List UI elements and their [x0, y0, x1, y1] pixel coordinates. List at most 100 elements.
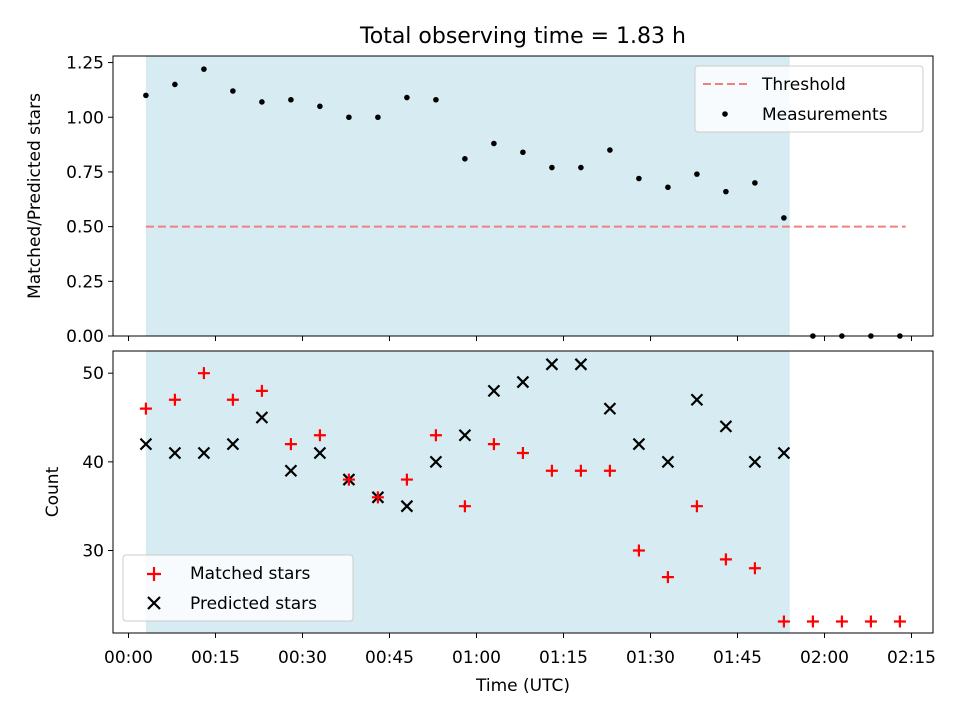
measurement-point: [259, 99, 265, 105]
measurement-point: [317, 103, 323, 110]
matched-star-point: [835, 615, 848, 628]
bottom-x-tick-label: 02:00: [800, 648, 849, 668]
matched-star-point: [429, 429, 442, 442]
bottom-x-tick-label: 01:00: [452, 648, 501, 668]
top-plot-frame: [112, 55, 934, 337]
top-y-axis: 0.00 0.25 0.50 0.75 1.00 1.25: [66, 54, 113, 347]
predicted-star-point: [777, 446, 791, 460]
matched-star-point: [603, 464, 616, 477]
matched-star-point: [487, 438, 500, 451]
bottom-x-tick-label: 01:30: [626, 648, 675, 668]
matched-star-point: [458, 500, 471, 513]
predicted-star-point: [429, 455, 443, 469]
matched-star-point: [545, 464, 558, 477]
bottom-panel: 30 40 50 00:00 00:15 00:30 00:45 01:00 01:15 01:…: [43, 350, 936, 696]
legend-matched-label: Matched stars: [190, 564, 310, 584]
predicted-star-point: [197, 446, 211, 460]
top-y-tick-label: 0.75: [66, 163, 104, 183]
matched-star-point: [864, 615, 877, 628]
measurement-point: [462, 156, 468, 162]
top-legend: Threshold Measurements: [694, 65, 924, 133]
bottom-y-tick-label: 50: [82, 364, 104, 384]
x-axis-label: Time (UTC): [475, 676, 570, 696]
bottom-y-tick-label: 40: [82, 453, 104, 473]
top-y-tick-label: 1.00: [66, 108, 104, 128]
top-panel: 0.00 0.25 0.50 0.75 1.00 1.25 Total observing…: [25, 24, 934, 347]
predicted-star-point: [284, 464, 298, 477]
top-y-tick-label: 0.50: [66, 218, 104, 238]
bottom-y-tick-label: 30: [82, 542, 104, 562]
predicted-star-point: [574, 358, 588, 371]
measurement-point: [781, 215, 787, 221]
predicted-star-point: [748, 455, 762, 469]
bottom-x-tick-label: 00:30: [278, 648, 327, 668]
bottom-x-tick-label: 00:45: [365, 648, 414, 668]
top-y-axis-label: Matched/Predicted stars: [25, 93, 45, 299]
bottom-x-axis: 00:00 00:15 00:30 00:45 01:00 01:15 01:30 01:45…: [104, 633, 936, 668]
measurement-point: [607, 147, 613, 153]
bottom-points-layer: [139, 358, 906, 628]
bottom-y-axis: 30 40 50: [82, 364, 113, 562]
bottom-x-tick-label: 02:15: [887, 648, 936, 668]
measurement-point: [665, 184, 671, 191]
predicted-star-point: [690, 393, 704, 407]
matched-star-point: [371, 491, 384, 504]
matched-star-point: [574, 464, 587, 477]
matched-star-point: [342, 473, 355, 486]
measurement-point: [230, 88, 236, 94]
top-y-tick-label: 1.25: [66, 54, 104, 74]
measurement-point: [288, 96, 294, 103]
matched-star-point: [748, 562, 761, 575]
top-shaded-interval: [145, 56, 790, 336]
measurement-point: [549, 164, 555, 171]
legend-predicted-label: Predicted stars: [190, 594, 317, 614]
matched-star-point: [632, 544, 645, 557]
top-y-tick-label: 0.00: [66, 327, 104, 347]
predicted-star-point: [516, 375, 530, 389]
predicted-star-point: [487, 384, 501, 398]
legend-measurements-label: Measurements: [762, 105, 888, 125]
bottom-plot-frame: [112, 350, 934, 634]
predicted-star-point: [255, 411, 269, 424]
matched-star-point: [806, 615, 819, 628]
matched-star-point: [516, 446, 529, 459]
measurement-point: [404, 94, 410, 101]
top-y-tick-label: 0.25: [66, 272, 104, 292]
predicted-star-point: [545, 358, 559, 371]
matched-star-point: [400, 473, 413, 486]
measurement-point: [143, 92, 149, 99]
matched-star-point: [139, 402, 152, 415]
predicted-star-point: [458, 428, 472, 442]
chart-title: Total observing time = 1.83 h: [359, 24, 686, 49]
matched-star-point: [226, 393, 239, 406]
predicted-star-point: [400, 499, 414, 513]
top-x-ticks: [128, 336, 912, 341]
measurement-point: [694, 171, 700, 177]
legend-predicted-swatch: [147, 596, 161, 610]
predicted-star-point: [168, 446, 182, 460]
measurement-point: [520, 149, 526, 156]
matched-star-point: [284, 438, 297, 451]
bottom-x-tick-label: 00:15: [191, 648, 240, 668]
matched-star-point: [893, 615, 906, 628]
matched-star-point: [313, 429, 326, 442]
measurement-point: [375, 114, 381, 121]
measurement-point: [346, 114, 352, 121]
legend-measurements-swatch: [722, 111, 728, 117]
measurement-point: [201, 66, 207, 72]
measurement-point: [433, 96, 439, 103]
matched-star-point: [777, 615, 790, 628]
predicted-star-point: [603, 402, 617, 415]
bottom-x-tick-label: 01:45: [713, 648, 762, 668]
legend-threshold-label: Threshold: [761, 75, 846, 95]
bottom-legend-box: [122, 554, 354, 622]
measurement-point: [491, 140, 497, 147]
measurement-point: [752, 180, 758, 186]
measurement-point: [723, 188, 729, 195]
matched-star-point: [661, 571, 674, 584]
predicted-star-point: [661, 455, 675, 469]
bottom-x-tick-label: 00:00: [104, 648, 153, 668]
matched-star-point: [255, 384, 268, 397]
matched-star-point: [168, 393, 181, 406]
